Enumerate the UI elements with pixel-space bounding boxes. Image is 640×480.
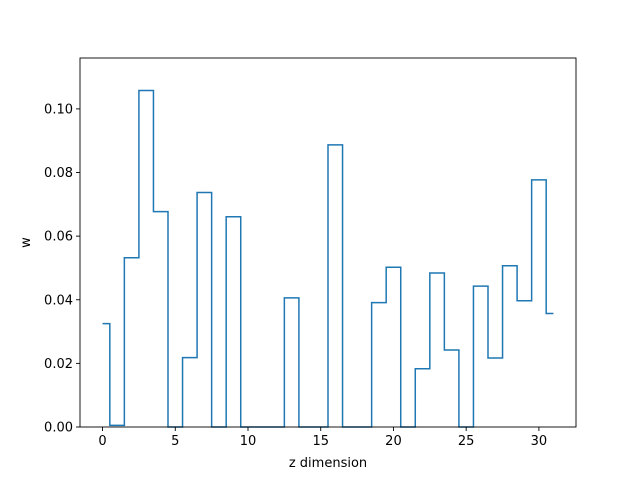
y-tick-label-1: 0.02 [44, 357, 73, 372]
y-tick-label-4: 0.08 [44, 166, 73, 181]
axes-frame [79, 57, 577, 428]
y-tick-label-2: 0.04 [44, 293, 73, 308]
x-tick-label-3: 15 [312, 434, 329, 449]
axes-layer [79, 57, 577, 428]
x-tick-label-1: 5 [171, 434, 179, 449]
y-tick-label-3: 0.06 [44, 230, 73, 245]
x-tick-label-2: 10 [240, 434, 257, 449]
x-axis-label: z dimension [289, 456, 367, 471]
y-tick-label-0: 0.00 [44, 421, 73, 436]
series-layer [102, 89, 554, 428]
ticks-layer: 0 5 10 15 20 25 30 0.00 0.02 0.04 0.06 0.08 0.10 [44, 102, 547, 449]
series-line-0 [102, 89, 554, 428]
y-tick-label-5: 0.10 [44, 102, 73, 117]
x-tick-label-6: 30 [531, 434, 548, 449]
y-axis-label: w [19, 237, 34, 248]
x-tick-label-5: 25 [458, 434, 475, 449]
x-tick-label-0: 0 [98, 434, 106, 449]
x-tick-label-4: 20 [385, 434, 402, 449]
